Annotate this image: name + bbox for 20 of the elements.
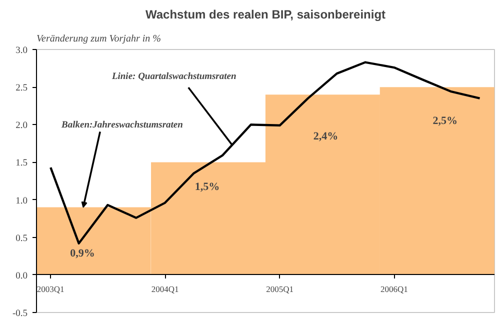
data-label: 2,5% — [432, 115, 458, 128]
annotation: Balken:Jahreswachstumsraten — [60, 120, 183, 130]
y-tick-label: 1.0 — [16, 196, 28, 206]
x-tick-label: 2004Q1 — [151, 284, 179, 294]
chart-title: Wachstum des realen BIP, saisonbereinigt — [145, 8, 386, 22]
y-tick-label: 0.5 — [16, 234, 28, 244]
y-tick-label: 1.5 — [16, 158, 28, 169]
data-label: 0,9% — [70, 247, 95, 260]
y-axis-title: Veränderung zum Vorjahr in % — [36, 34, 161, 44]
x-tick-label: 2006Q1 — [380, 284, 408, 294]
y-tick-label: -0.5 — [12, 309, 28, 319]
x-tick-label: 2003Q1 — [36, 284, 64, 294]
data-label: 1,5% — [194, 181, 220, 194]
x-tick-label: 2005Q1 — [266, 284, 294, 294]
y-tick-label: 0.0 — [16, 271, 28, 282]
annotation: Linie: Quartalswachstumsraten — [110, 72, 236, 82]
data-label: 2,4% — [313, 130, 338, 143]
y-tick-label: 2.5 — [16, 84, 28, 94]
y-tick-label: 2.0 — [16, 121, 28, 132]
y-tick-label: 3.0 — [16, 46, 28, 56]
